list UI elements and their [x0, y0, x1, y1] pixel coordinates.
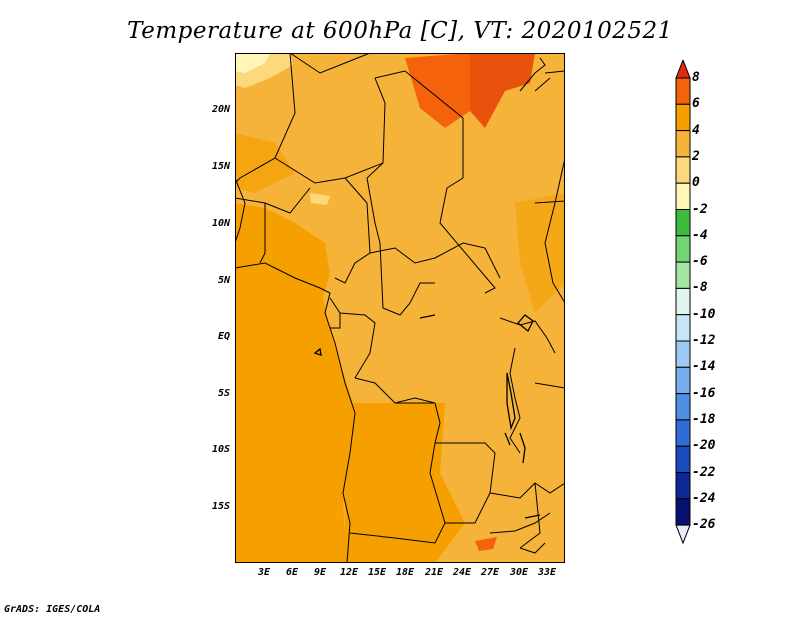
colorbar-cell: [675, 130, 691, 158]
chart-title: Temperature at 600hPa [C], VT: 202010252…: [127, 18, 673, 44]
colorbar-cell: [675, 445, 691, 474]
colorbar-label: -20: [692, 438, 716, 454]
lat-label-15n: 15N: [211, 161, 230, 172]
lon-label-30e: 30E: [509, 567, 529, 578]
hot-patch-mozambique: [475, 537, 497, 551]
colorbar-cell: [675, 209, 691, 237]
colorbar-label: -26: [692, 517, 716, 533]
colorbar-cells: [675, 60, 691, 545]
lat-label-eq: EQ: [217, 331, 230, 342]
colorbar-label: 4: [692, 122, 700, 138]
lon-label-27e: 27E: [480, 567, 500, 578]
colorbar-cell: [675, 366, 691, 395]
colorbar: [675, 60, 691, 545]
lon-label-9e: 9E: [313, 567, 327, 578]
colorbar-cell: [675, 156, 691, 184]
colorbar-cell: [675, 393, 691, 421]
colorbar-label: -12: [692, 333, 716, 348]
colorbar-cell: [675, 77, 691, 105]
lat-label-10s: 10S: [211, 444, 230, 455]
west-africa-warm-region: [235, 133, 295, 193]
colorbar-label: -24: [692, 490, 716, 506]
colorbar-cell: [675, 498, 691, 526]
lat-label-5n: 5N: [217, 275, 230, 286]
lon-label-3e: 3E: [257, 567, 271, 578]
colorbar-top-arrow: [675, 60, 691, 79]
lat-label-10n: 10N: [211, 218, 230, 229]
ocean-warm-region: [235, 203, 355, 563]
footer-credit: GrADS: IGES/COLA: [4, 604, 101, 615]
colorbar-label: 8: [692, 70, 700, 85]
lat-label-5s: 5S: [217, 388, 230, 399]
lon-label-18e: 18E: [395, 567, 415, 578]
cool-patch-nigeria: [310, 193, 330, 205]
colorbar-cell: [675, 235, 691, 263]
colorbar-label: -4: [692, 227, 708, 243]
colorbar-label: 6: [692, 96, 700, 112]
lon-label-33e: 33E: [537, 567, 557, 578]
colorbar-label: -18: [692, 411, 716, 427]
colorbar-cell: [675, 472, 691, 500]
cool-region-northwest-core: [235, 53, 270, 73]
country-borders: [235, 53, 565, 554]
temperature-map: [235, 53, 565, 563]
colorbar-bottom-arrow: [675, 524, 691, 545]
lat-label-15s: 15S: [211, 501, 230, 512]
lon-label-24e: 24E: [452, 567, 472, 578]
hot-region-egypt: [470, 53, 535, 128]
colorbar-cell: [675, 261, 691, 289]
colorbar-cell: [675, 103, 691, 132]
colorbar-cell: [675, 340, 691, 368]
colorbar-label: -22: [692, 464, 716, 480]
lat-label-20n: 20N: [211, 104, 230, 115]
colorbar-label: 0: [692, 175, 700, 191]
lakes: [313, 314, 541, 519]
map-frame: [235, 53, 565, 563]
colorbar-cell: [675, 287, 691, 316]
colorbar-label: -2: [692, 201, 708, 217]
hot-region-libya: [405, 53, 470, 128]
lon-label-15e: 15E: [367, 567, 387, 578]
lon-label-21e: 21E: [424, 567, 444, 578]
colorbar-label: -16: [692, 385, 716, 401]
coastlines: [235, 57, 565, 563]
colorbar-label: -14: [692, 359, 716, 375]
colorbar-label: 2: [692, 148, 700, 164]
colorbar-cell: [675, 314, 691, 342]
lon-label-12e: 12E: [339, 567, 359, 578]
lon-label-6e: 6E: [285, 567, 299, 578]
colorbar-label: -10: [692, 306, 716, 322]
colorbar-label: -8: [692, 280, 708, 296]
colorbar-cell: [675, 182, 691, 210]
colorbar-label: -6: [692, 254, 708, 270]
colorbar-cell: [675, 419, 691, 447]
